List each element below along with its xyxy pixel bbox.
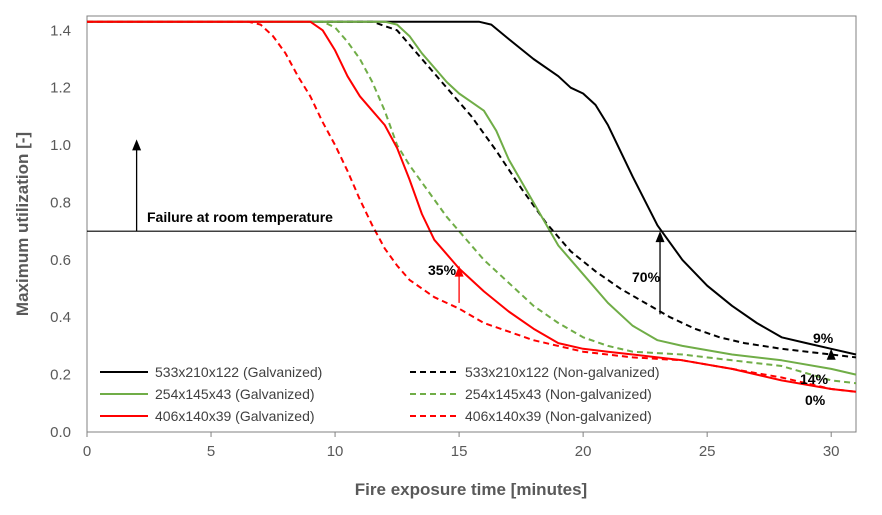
legend-label: 406x140x39 (Non-galvanized) xyxy=(465,408,652,424)
x-tick-label: 0 xyxy=(83,443,91,460)
arrow-9 xyxy=(826,348,836,360)
legend-label: 254x145x43 (Galvanized) xyxy=(155,386,315,402)
failure-arrow xyxy=(132,139,142,232)
series-line-0 xyxy=(87,20,857,356)
legend-item: 406x140x39 (Non-galvanized) xyxy=(410,408,652,424)
annotation-14: 14% xyxy=(800,371,829,387)
x-tick-label: 15 xyxy=(451,443,468,460)
series-line-4 xyxy=(87,20,857,393)
series-line-5 xyxy=(87,20,857,393)
annotation-0: 0% xyxy=(805,392,826,408)
y-tick-label: 0.6 xyxy=(50,252,71,269)
arrow-35 xyxy=(454,265,464,303)
legend-item: 254x145x43 (Galvanized) xyxy=(100,386,315,402)
y-tick-label: 0.8 xyxy=(50,194,71,211)
legend-label: 406x140x39 (Galvanized) xyxy=(155,408,315,424)
y-tick-label: 1.2 xyxy=(50,80,71,97)
x-axis-title: Fire exposure time [minutes] xyxy=(355,480,587,499)
y-tick-label: 0.0 xyxy=(50,424,71,441)
legend-item: 533x210x122 (Non-galvanized) xyxy=(410,364,660,380)
series-line-2 xyxy=(87,20,857,376)
legend-label: 533x210x122 (Galvanized) xyxy=(155,364,322,380)
x-tick-label: 5 xyxy=(207,443,215,460)
series-line-3 xyxy=(87,20,857,385)
annotation-9: 9% xyxy=(813,330,834,346)
legend-label: 533x210x122 (Non-galvanized) xyxy=(465,364,660,380)
y-tick-label: 0.2 xyxy=(50,367,71,384)
x-tick-label: 10 xyxy=(327,443,344,460)
y-tick-label: 1.0 xyxy=(50,137,71,154)
legend-item: 533x210x122 (Galvanized) xyxy=(100,364,322,380)
plot-area xyxy=(86,15,857,433)
x-tick-label: 25 xyxy=(699,443,716,460)
annotation-35: 35% xyxy=(428,262,457,278)
x-tick-label: 30 xyxy=(823,443,840,460)
legend-item: 406x140x39 (Galvanized) xyxy=(100,408,315,424)
arrow-70 xyxy=(655,231,665,315)
y-tick-label: 0.4 xyxy=(50,309,71,326)
series-line-1 xyxy=(87,20,857,359)
y-tick-label: 1.4 xyxy=(50,22,71,39)
annotation-70: 70% xyxy=(632,269,661,285)
reference-line-label: Failure at room temperature xyxy=(147,209,333,225)
x-tick-label: 20 xyxy=(575,443,592,460)
y-axis-title: Maximum utilization [-] xyxy=(13,132,32,316)
legend-label: 254x145x43 (Non-galvanized) xyxy=(465,386,652,402)
legend-item: 254x145x43 (Non-galvanized) xyxy=(410,386,652,402)
